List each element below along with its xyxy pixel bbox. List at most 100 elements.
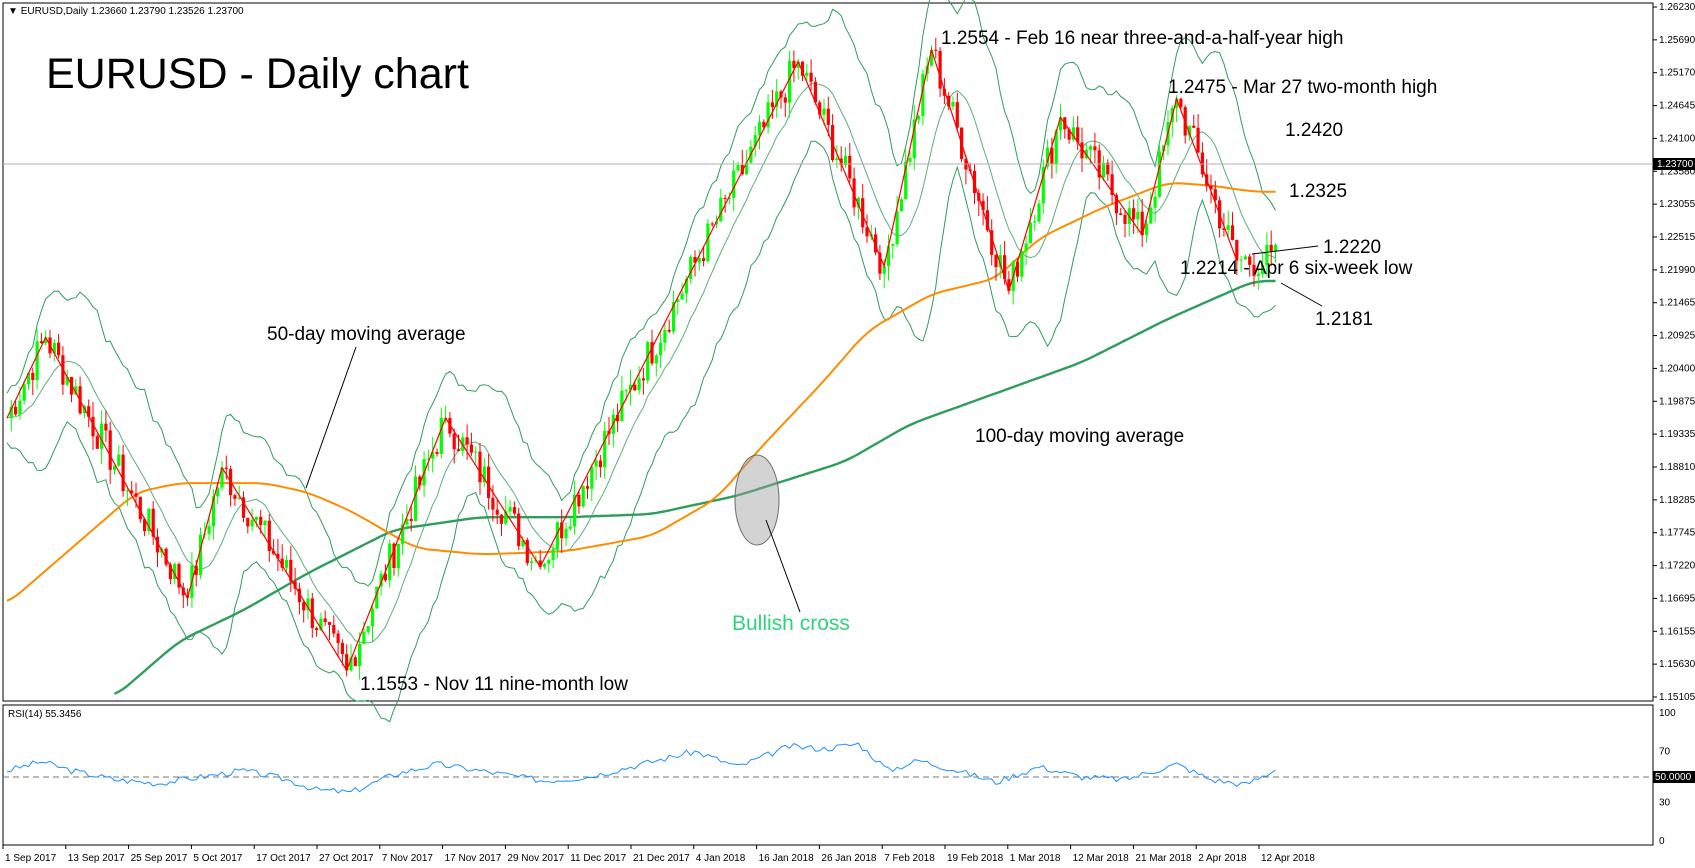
bull-candle bbox=[375, 586, 379, 609]
bear-candle bbox=[104, 410, 108, 443]
candle-body bbox=[9, 406, 13, 419]
bull-candle bbox=[147, 507, 151, 536]
bull-candle bbox=[1157, 141, 1161, 198]
time-tick-label: 19 Feb 2018 bbox=[947, 853, 1004, 864]
nov-low-annotation: 1.1553 - Nov 11 nine-month low bbox=[360, 674, 628, 695]
bear-candle bbox=[641, 368, 645, 395]
price-tick-label: 1.20400 bbox=[1659, 363, 1695, 374]
bear-candle bbox=[955, 92, 959, 130]
candle-body bbox=[1123, 214, 1127, 224]
rsi-panel-frame bbox=[2, 704, 1654, 846]
candle-body bbox=[848, 155, 852, 179]
time-tick-label: 4 Jan 2018 bbox=[696, 853, 746, 864]
candle-body bbox=[1230, 225, 1235, 240]
ma100-line bbox=[113, 279, 1276, 695]
candle-body bbox=[39, 341, 43, 344]
price-tick-label: 1.24100 bbox=[1659, 133, 1695, 144]
candle-body bbox=[895, 211, 899, 245]
candle-body bbox=[401, 524, 405, 544]
candle-body bbox=[1041, 166, 1045, 204]
candle-body bbox=[241, 497, 246, 518]
candle-body bbox=[1222, 228, 1226, 230]
candle-body bbox=[693, 256, 697, 263]
bull-candle bbox=[805, 63, 809, 82]
candle-body bbox=[1015, 261, 1020, 277]
time-tick-label: 7 Nov 2017 bbox=[382, 853, 434, 864]
bear-candle bbox=[809, 59, 813, 91]
bear-candle bbox=[525, 537, 529, 566]
bear-candle bbox=[1140, 199, 1144, 248]
bear-candle bbox=[861, 183, 865, 234]
candle-body bbox=[1020, 251, 1024, 277]
bull-candle bbox=[766, 94, 770, 134]
candle-body bbox=[108, 430, 112, 470]
bear-candle bbox=[792, 50, 796, 83]
bull-candle bbox=[555, 521, 559, 559]
candle-body bbox=[671, 302, 676, 332]
candle-body bbox=[173, 563, 177, 580]
time-tick-label: 17 Nov 2017 bbox=[445, 853, 502, 864]
candle-body bbox=[435, 452, 439, 454]
candle-body bbox=[1187, 125, 1192, 136]
bull-candle bbox=[921, 69, 925, 126]
candle-body bbox=[947, 95, 951, 107]
candle-body bbox=[1071, 127, 1075, 140]
time-tick-label: 1 Mar 2018 bbox=[1010, 853, 1061, 864]
ma100-value-annotation: 1.2181 bbox=[1315, 309, 1373, 330]
time-tick-label: 27 Oct 2017 bbox=[319, 853, 374, 864]
candle-body bbox=[1110, 174, 1114, 196]
candle-body bbox=[426, 458, 430, 460]
candle-body bbox=[57, 342, 61, 356]
candle-body bbox=[843, 155, 848, 166]
candle-body bbox=[366, 626, 370, 632]
candle-body bbox=[990, 230, 994, 255]
bull-candle bbox=[100, 410, 104, 465]
candle-body bbox=[74, 386, 78, 395]
candle-body bbox=[676, 299, 680, 303]
bear-candle bbox=[280, 544, 284, 572]
time-tick-label: 2 Apr 2018 bbox=[1198, 853, 1247, 864]
candle-body bbox=[1252, 264, 1256, 276]
bullish-cross-marker bbox=[734, 454, 780, 546]
bear-candle bbox=[487, 454, 491, 510]
candle-body bbox=[818, 102, 822, 115]
bull-candle bbox=[504, 495, 508, 526]
candle-body bbox=[1003, 255, 1007, 280]
bull-candle bbox=[904, 149, 908, 200]
bear-candle bbox=[465, 424, 469, 460]
bear-candle bbox=[95, 433, 99, 449]
bull-candle bbox=[1101, 155, 1106, 182]
bear-candle bbox=[848, 142, 852, 183]
candle-body bbox=[891, 244, 895, 246]
bear-candle bbox=[241, 491, 246, 523]
bull-candle bbox=[1239, 255, 1243, 273]
candle-body bbox=[1209, 185, 1213, 190]
candle-body bbox=[332, 624, 336, 634]
time-axis: 1 Sep 2017 13 Sep 2017 25 Sep 2017 5 Oct 20… bbox=[2, 845, 1315, 864]
candle-body bbox=[327, 622, 332, 625]
bull-candle bbox=[1261, 253, 1265, 278]
candle-body bbox=[1226, 225, 1230, 230]
bear-candle bbox=[297, 582, 301, 615]
bear-candle bbox=[435, 448, 439, 457]
bullish-cross-annotation: Bullish cross bbox=[732, 612, 850, 635]
bear-candle bbox=[1209, 174, 1213, 204]
candle-body bbox=[306, 598, 310, 611]
candle-body bbox=[155, 536, 160, 553]
bear-candle bbox=[1106, 159, 1110, 181]
bear-candle bbox=[826, 96, 830, 137]
bull-candle bbox=[1020, 248, 1024, 282]
candle-body bbox=[706, 223, 710, 261]
rsi-path bbox=[6, 742, 1276, 794]
bull-candle bbox=[211, 489, 215, 540]
candle-body bbox=[211, 496, 215, 527]
bull-candle bbox=[1028, 207, 1032, 244]
bear-candle bbox=[246, 517, 250, 534]
price-tick-label: 1.18285 bbox=[1659, 495, 1695, 506]
candle-body bbox=[654, 355, 658, 364]
candle-body bbox=[104, 423, 108, 431]
candle-body bbox=[921, 73, 925, 117]
candle-body bbox=[465, 437, 469, 445]
candle-body bbox=[981, 200, 985, 211]
candle-body bbox=[770, 102, 774, 108]
